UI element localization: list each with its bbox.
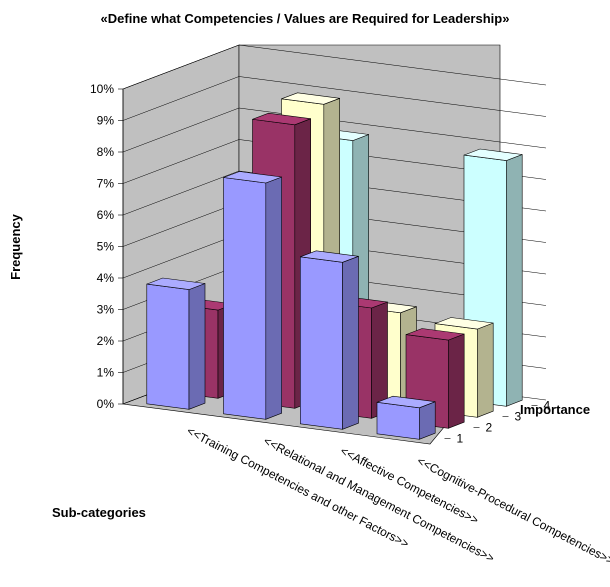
y-tick-label: 5% bbox=[97, 240, 115, 254]
depth-axis-title: Importance bbox=[520, 402, 590, 417]
y-tick-label: 0% bbox=[97, 397, 115, 411]
y-tick-label: 3% bbox=[97, 303, 115, 317]
bar bbox=[376, 395, 436, 440]
bar-top-face bbox=[376, 395, 436, 409]
depth-tick-label: 1 bbox=[457, 432, 464, 446]
y-tick-label: 1% bbox=[97, 366, 115, 380]
gridline bbox=[122, 76, 547, 121]
bar-top-face bbox=[223, 171, 282, 184]
depth-tick-label: 3 bbox=[515, 410, 522, 424]
category-label: <<Training Competencies and other Factor… bbox=[184, 424, 411, 551]
y-tick-label: 9% bbox=[97, 114, 115, 128]
bar-top-face bbox=[146, 277, 206, 290]
bar-top-face bbox=[300, 250, 359, 263]
bar-top-face bbox=[463, 148, 523, 161]
bar-side-face bbox=[342, 255, 359, 430]
gridline bbox=[122, 44, 547, 90]
bar-side-face bbox=[265, 176, 283, 420]
gridline bbox=[122, 170, 547, 216]
bar-side-face bbox=[188, 283, 206, 410]
y-tick-label: 6% bbox=[97, 208, 115, 222]
x-axis-title: Sub-categories bbox=[52, 505, 146, 520]
bar-front-face bbox=[223, 177, 267, 420]
bar-front-face bbox=[299, 256, 343, 430]
y-axis-title: Frequency bbox=[8, 213, 23, 280]
bar bbox=[146, 277, 206, 410]
y-tick-label: 10% bbox=[90, 82, 114, 96]
gridline bbox=[122, 107, 547, 153]
y-tick-label: 7% bbox=[97, 177, 115, 191]
y-axis-ticks: 0% 1% 2% 3% 4% 5% 6% 7% 8% 9% 10% bbox=[90, 82, 124, 411]
category-label: <<Relational and Management Competencies… bbox=[261, 434, 496, 566]
bar-top-face bbox=[281, 92, 340, 105]
y-tick-label: 8% bbox=[97, 145, 115, 159]
category-labels: <<Training Competencies and other Factor… bbox=[184, 424, 610, 568]
bar-side-face bbox=[418, 401, 436, 440]
y-tick-label: 2% bbox=[97, 334, 115, 348]
bars bbox=[146, 92, 523, 440]
depth-axis-ticks: 1 2 3 4 bbox=[444, 399, 551, 446]
bar-side-face bbox=[476, 322, 494, 418]
bar bbox=[223, 171, 283, 420]
gridline bbox=[122, 139, 547, 184]
bar-front-face bbox=[146, 283, 190, 410]
bar-top-face bbox=[434, 317, 494, 330]
bar-side-face bbox=[505, 154, 523, 407]
bar-top-face bbox=[252, 112, 311, 126]
bar-front-face bbox=[376, 401, 420, 440]
y-tick-label: 4% bbox=[97, 271, 115, 285]
depth-tick-label: 2 bbox=[486, 421, 493, 435]
depth-tick-label: 4 bbox=[544, 399, 551, 413]
bar-top-face bbox=[405, 328, 465, 341]
bar-side-face bbox=[447, 333, 465, 429]
bar bbox=[299, 250, 359, 430]
chart-title: «Define what Competencies / Values are R… bbox=[101, 11, 510, 26]
